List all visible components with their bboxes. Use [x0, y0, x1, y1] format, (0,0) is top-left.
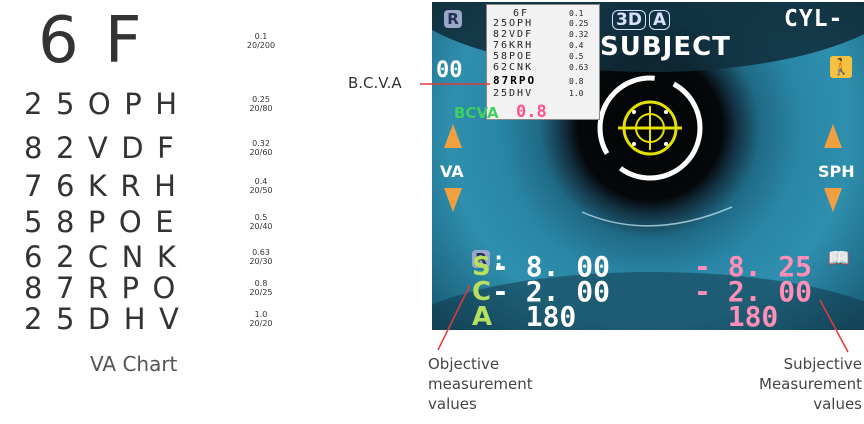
sph-label: SPH	[818, 162, 855, 181]
mini-chart-value: 0.4	[569, 41, 584, 50]
measure-eye-badge: R	[472, 250, 490, 268]
target-reticle	[581, 75, 733, 227]
bcva-label: BCVA	[454, 104, 499, 122]
va-fraction: 1.0 20/20	[249, 310, 273, 328]
mini-chart-row-selected: 87RPO	[493, 74, 537, 87]
va-row: 82VDF	[24, 131, 188, 165]
va-up-arrow-icon[interactable]	[444, 124, 462, 148]
va-fraction: 0.5 20/40	[249, 213, 273, 231]
objective-caption: Objective measurement values	[428, 355, 533, 413]
mode-badges: 3D A	[612, 10, 673, 30]
mini-chart-value: 0.63	[569, 63, 589, 72]
cyl-row-letter: C	[472, 277, 492, 307]
sph-down-arrow-icon[interactable]	[824, 188, 842, 212]
va-big-fraction: 0.1 20/200	[244, 32, 278, 50]
mini-chart-value: 0.32	[569, 30, 589, 39]
mini-chart-row: 25OPH	[493, 18, 534, 29]
mini-chart-row: 25DHV	[493, 88, 534, 99]
mini-chart-row: 58POE	[493, 51, 534, 62]
mini-chart-row: 76KRH	[493, 40, 534, 51]
monitor-screen: R 6F 0.1 25OPH 0.25 82VDF 0.32 76KRH 0.4…	[432, 2, 864, 330]
mini-chart-value: 0.5	[569, 52, 584, 61]
va-chart-caption: VA Chart	[90, 352, 178, 376]
va-row: 87RPO	[24, 271, 189, 305]
walking-person-icon[interactable]: 🚶	[830, 56, 852, 78]
subject-label: SUBJECT	[600, 32, 731, 62]
va-fraction: 0.63 20/30	[249, 248, 273, 266]
va-row: 76KRH	[24, 169, 190, 203]
sph-up-arrow-icon[interactable]	[824, 124, 842, 148]
va-row: 25OPH	[24, 87, 191, 121]
mini-va-chart: 6F 0.1 25OPH 0.25 82VDF 0.32 76KRH 0.4 5…	[486, 4, 600, 120]
va-fraction: 0.32 20/60	[249, 139, 273, 157]
zero-label: 00	[436, 58, 463, 83]
mini-chart-value: 0.8	[569, 77, 584, 86]
bcva-value: 0.8	[516, 102, 547, 122]
subjective-cyl-value: - 2. 00	[694, 275, 813, 308]
va-fraction: 0.4 20/50	[249, 177, 273, 195]
objective-axis-value: 180	[492, 300, 577, 331]
mode-a-badge: A	[648, 10, 671, 30]
sph-row-letter: S	[472, 252, 491, 282]
subjective-caption: Subjective Measurement values	[759, 355, 862, 413]
va-label: VA	[440, 162, 464, 181]
va-fraction-snellen: 20/200	[246, 41, 276, 50]
va-down-arrow-icon[interactable]	[444, 188, 462, 212]
objective-sph-value: - 8. 00	[492, 250, 611, 283]
book-icon[interactable]: 📖	[827, 248, 851, 269]
va-row: 25DHV	[24, 302, 193, 336]
axis-row-letter: A	[472, 302, 493, 330]
mini-chart-value: 1.0	[569, 89, 584, 98]
measure-colon: :	[492, 248, 506, 273]
va-fraction: 0.25 20/80	[249, 95, 273, 113]
mini-chart-row: 82VDF	[493, 29, 534, 40]
mini-chart-row: 6F	[513, 8, 530, 19]
va-fraction: 0.8 20/25	[249, 279, 273, 297]
mode-3d-badge: 3D	[612, 10, 646, 30]
eye-side-badge: R	[444, 10, 462, 28]
va-row: 62CNK	[24, 240, 190, 274]
va-fraction-decimal: 0.1	[254, 32, 268, 41]
va-chart: 6F 0.1 20/200 25OPH 0.25 20/80 82VDF 0.32…	[0, 0, 300, 424]
objective-cyl-value: - 2. 00	[492, 275, 611, 308]
va-big-row: 6F	[38, 4, 168, 78]
subjective-axis-value: 180	[694, 300, 779, 331]
mini-chart-row: 62CNK	[493, 62, 534, 73]
bcva-callout-label: B.C.V.A	[348, 74, 402, 92]
subjective-sph-value: - 8. 25	[694, 250, 813, 283]
va-row: 58POE	[24, 205, 188, 239]
mini-chart-value: 0.1	[569, 9, 584, 18]
cyl-label: CYL-	[784, 6, 844, 32]
mini-chart-value: 0.25	[569, 19, 589, 28]
